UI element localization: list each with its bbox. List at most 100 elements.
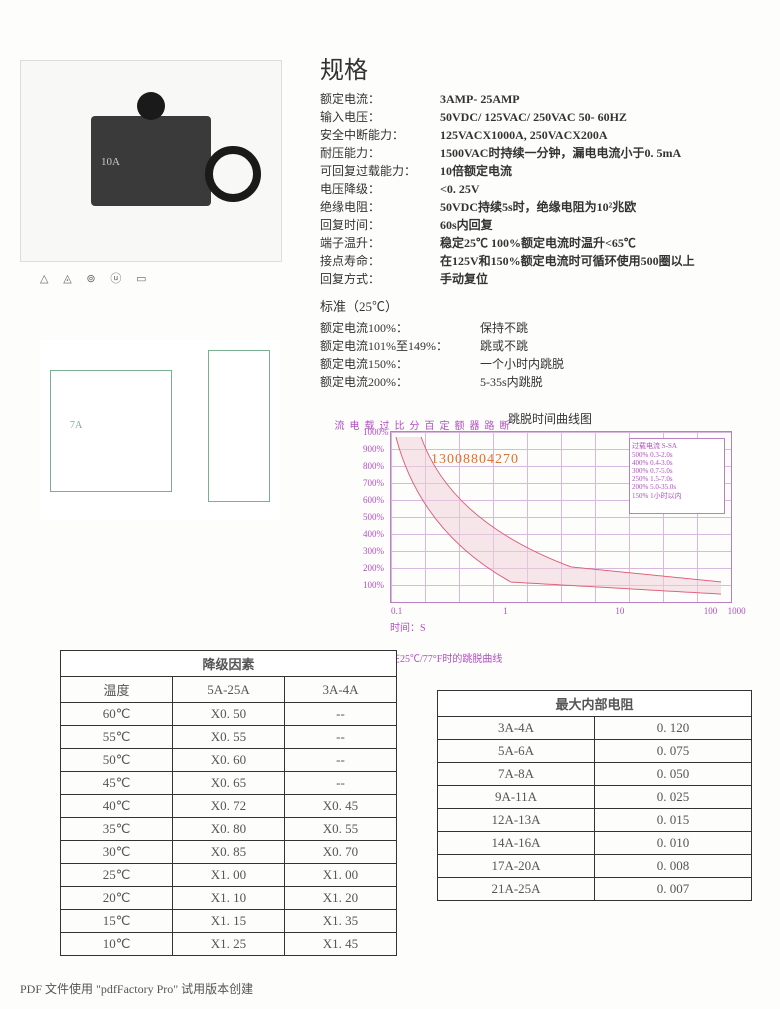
spec-value: 3AMP- 25AMP — [440, 90, 740, 108]
table-cell: 20℃ — [61, 887, 173, 910]
chart-ytick: 600% — [363, 495, 384, 505]
spec-value: 50VDC持续5s时，绝缘电阻为10²兆欧 — [440, 198, 740, 216]
table-cell: X0. 72 — [173, 795, 285, 818]
table-cell: 3A-4A — [438, 717, 595, 740]
standard-row: 额定电流150%：一个小时内跳脱 — [320, 355, 740, 373]
legend-row: 200% 5.0-35.0s — [632, 483, 722, 491]
derating-table: 降级因素 温度5A-25A3A-4A 60℃X0. 50--55℃X0. 55-… — [60, 650, 397, 956]
table-row: 60℃X0. 50-- — [61, 703, 397, 726]
standard-value: 5-35s内跳脱 — [480, 373, 543, 391]
chart-legend: 过载电流 S-SA 500% 0.3-2.0s400% 0.4-3.0s300%… — [629, 438, 725, 514]
spec-block: 额定电流：3AMP- 25AMP输入电压：50VDC/ 125VAC/ 250V… — [320, 90, 740, 391]
table2-title: 最大内部电阻 — [438, 691, 752, 717]
spec-row: 端子温升：稳定25℃ 100%额定电流时温升<65℃ — [320, 234, 740, 252]
chart-ytick: 100% — [363, 580, 384, 590]
spec-label: 耐压能力： — [320, 144, 440, 162]
spec-label: 安全中断能力： — [320, 126, 440, 144]
table-row: 5A-6A0. 075 — [438, 740, 752, 763]
table-cell: X1. 20 — [285, 887, 397, 910]
standard-label: 额定电流150%： — [320, 355, 480, 373]
standard-value: 一个小时内跳脱 — [480, 355, 564, 373]
table-cell: 30℃ — [61, 841, 173, 864]
table-cell: -- — [285, 703, 397, 726]
table-cell: X1. 25 — [173, 933, 285, 956]
table-cell: X1. 00 — [285, 864, 397, 887]
chart: 13008804270 过载电流 S-SA 500% 0.3-2.0s400% … — [390, 431, 732, 603]
table-row: 25℃X1. 00X1. 00 — [61, 864, 397, 887]
spec-value: 50VDC/ 125VAC/ 250VAC 50- 60HZ — [440, 108, 740, 126]
table-cell: 40℃ — [61, 795, 173, 818]
table-cell: X0. 55 — [285, 818, 397, 841]
legend-row: 400% 0.4-3.0s — [632, 459, 722, 467]
legend-title: 过载电流 S-SA — [632, 441, 722, 451]
spec-row: 电压降级：<0. 25V — [320, 180, 740, 198]
table-cell: 12A-13A — [438, 809, 595, 832]
table1-title: 降级因素 — [61, 651, 397, 677]
table-row: 9A-11A0. 025 — [438, 786, 752, 809]
chart-ytick: 200% — [363, 563, 384, 573]
breaker-body: 10A — [91, 116, 211, 206]
table-cell: X1. 10 — [173, 887, 285, 910]
table-cell: X0. 65 — [173, 772, 285, 795]
chart-ytick: 400% — [363, 529, 384, 539]
spec-row: 回复时间：60s内回复 — [320, 216, 740, 234]
breaker-rating: 10A — [101, 156, 120, 168]
table-row: 7A-8A0. 050 — [438, 763, 752, 786]
table-row: 45℃X0. 65-- — [61, 772, 397, 795]
table-cell: -- — [285, 749, 397, 772]
chart-xtick: 1 — [503, 606, 508, 616]
page-title: 规格 — [320, 50, 368, 85]
spec-value: 手动复位 — [440, 270, 740, 288]
chart-xtick: 100 — [704, 606, 718, 616]
chart-ytick: 500% — [363, 512, 384, 522]
spec-label: 可回复过载能力： — [320, 162, 440, 180]
table-cell: X0. 50 — [173, 703, 285, 726]
table-row: 40℃X0. 72X0. 45 — [61, 795, 397, 818]
table-row: 50℃X0. 60-- — [61, 749, 397, 772]
grommet-ring — [205, 146, 261, 202]
resistance-table: 最大内部电阻 3A-4A0. 1205A-6A0. 0757A-8A0. 050… — [437, 690, 752, 901]
standard-label: 额定电流200%： — [320, 373, 480, 391]
spec-row: 接点寿命：在125V和150%额定电流时可循环使用500圈以上 — [320, 252, 740, 270]
table-cell: -- — [285, 772, 397, 795]
spec-value: 60s内回复 — [440, 216, 740, 234]
table-row: 15℃X1. 15X1. 35 — [61, 910, 397, 933]
chart-area: 跳脱时间曲线图 13008804270 过载电流 S-SA 500% 0.3-2… — [360, 410, 740, 665]
table-cell: 21A-25A — [438, 878, 595, 901]
diagram: 7A — [40, 340, 280, 520]
table-cell: 0. 025 — [595, 786, 752, 809]
table-cell: X1. 00 — [173, 864, 285, 887]
standard-value: 保持不跳 — [480, 319, 528, 337]
spec-label: 接点寿命： — [320, 252, 440, 270]
spec-row: 回复方式：手动复位 — [320, 270, 740, 288]
spec-value: 稳定25℃ 100%额定电流时温升<65℃ — [440, 234, 740, 252]
table-cell: 0. 015 — [595, 809, 752, 832]
spec-value: 1500VAC时持续一分钟，漏电电流小于0. 5mA — [440, 144, 740, 162]
spec-value: 125VACX1000A, 250VACX200A — [440, 126, 740, 144]
table-cell: 17A-20A — [438, 855, 595, 878]
spec-label: 电压降级： — [320, 180, 440, 198]
table-cell: X1. 35 — [285, 910, 397, 933]
table-cell: -- — [285, 726, 397, 749]
spec-label: 回复方式： — [320, 270, 440, 288]
spec-label: 输入电压： — [320, 108, 440, 126]
table-row: 10℃X1. 25X1. 45 — [61, 933, 397, 956]
table-row: 55℃X0. 55-- — [61, 726, 397, 749]
table-row: 30℃X0. 85X0. 70 — [61, 841, 397, 864]
legend-row: 300% 0.7-5.0s — [632, 467, 722, 475]
spec-label: 回复时间： — [320, 216, 440, 234]
standard-row: 额定电流101%至149%：跳或不跳 — [320, 337, 740, 355]
chart-x-label-1: 时间：S — [390, 619, 740, 634]
spec-row: 安全中断能力：125VACX1000A, 250VACX200A — [320, 126, 740, 144]
table-cell: 0. 120 — [595, 717, 752, 740]
spec-label: 额定电流： — [320, 90, 440, 108]
table-cell: X0. 60 — [173, 749, 285, 772]
table-cell: X0. 70 — [285, 841, 397, 864]
standard-label: 额定电流100%： — [320, 319, 480, 337]
table-cell: X0. 85 — [173, 841, 285, 864]
spec-value: <0. 25V — [440, 180, 740, 198]
table-cell: 15℃ — [61, 910, 173, 933]
table-cell: 35℃ — [61, 818, 173, 841]
table-cell: 0. 050 — [595, 763, 752, 786]
chart-watermark: 13008804270 — [431, 452, 519, 468]
